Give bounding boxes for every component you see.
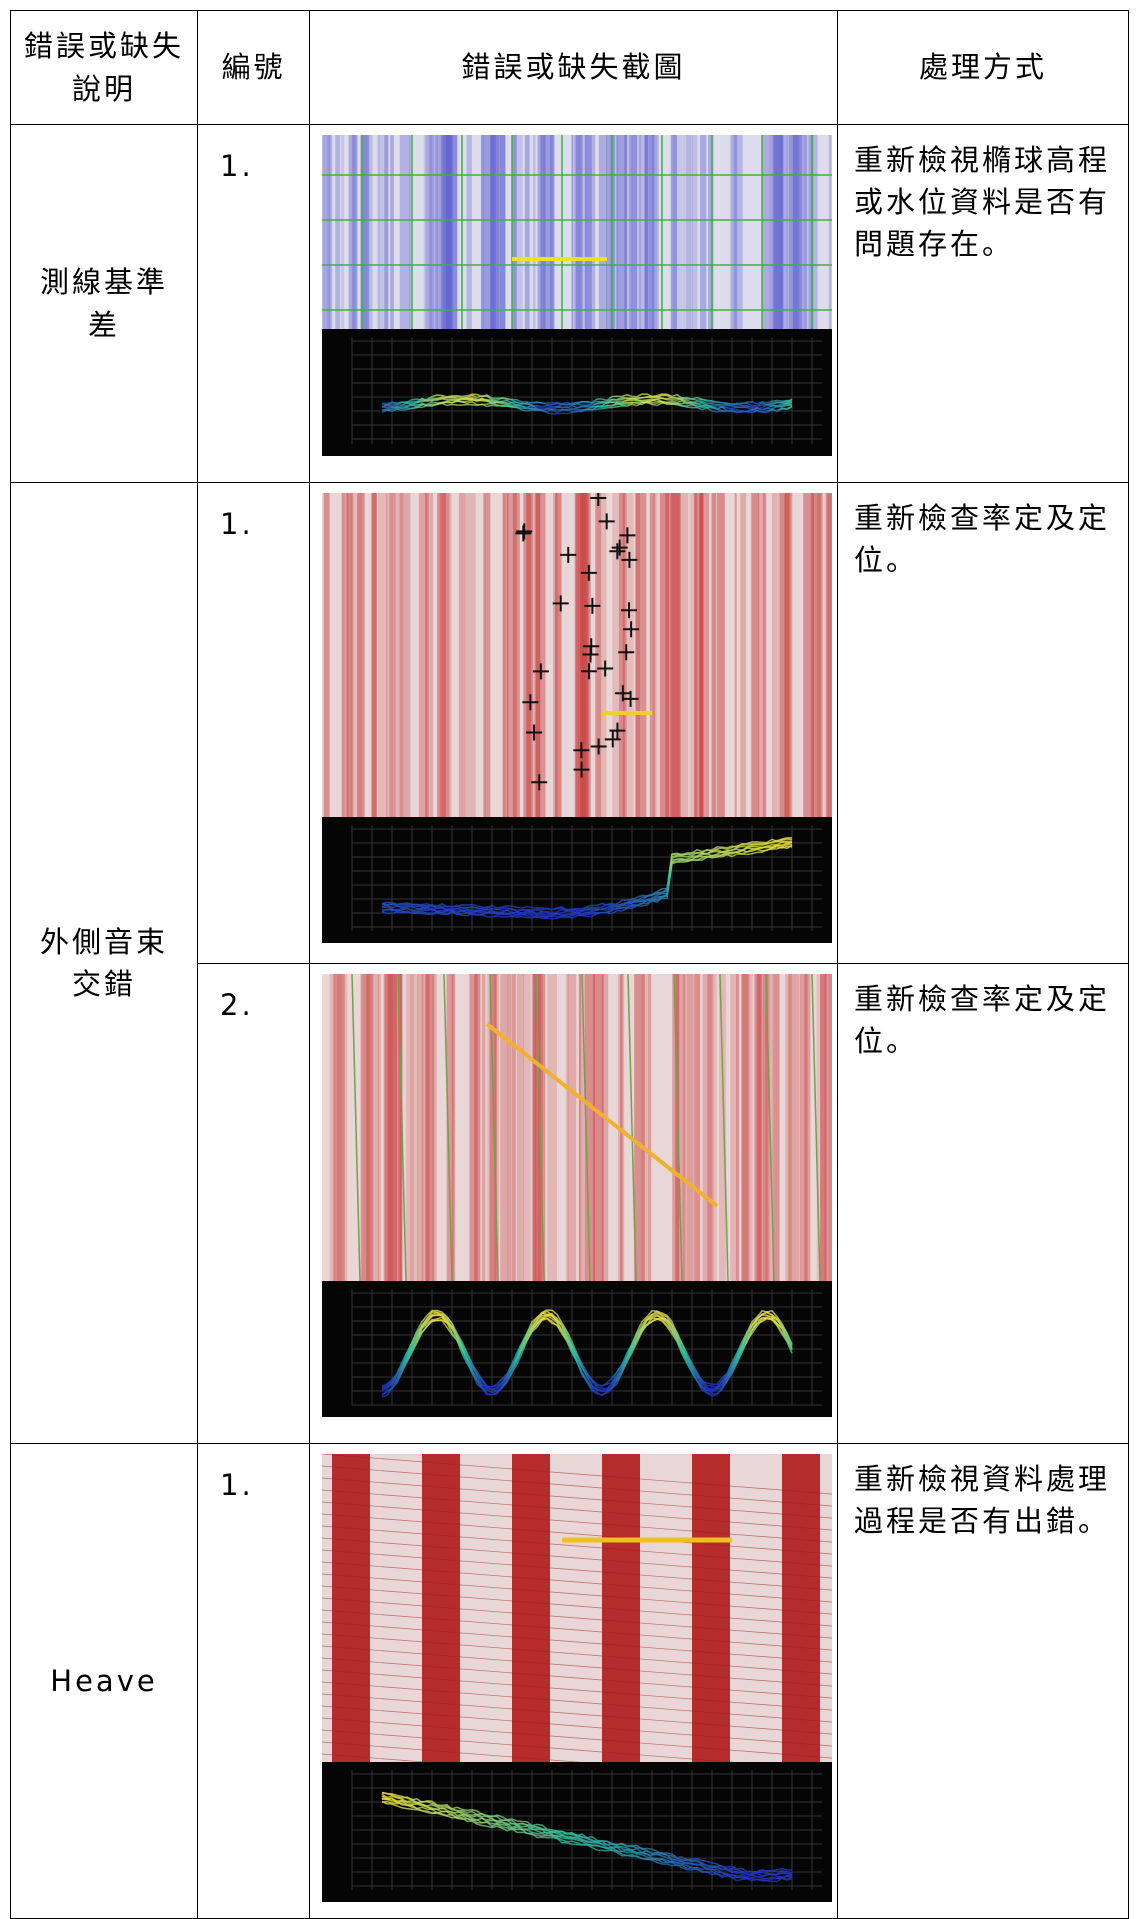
table-body: 測線基準差 1. 重新檢視橢球高程或水位資料是否有問題存在。 外側音束交錯 1. 重新檢查… <box>10 124 1129 1919</box>
table-row: 2. 重新檢查率定及定位。 <box>11 963 1129 1444</box>
description-cell: Heave <box>10 1443 198 1919</box>
description-cell: 外側音束交錯 <box>10 482 198 1444</box>
header-cell: 錯誤或缺失說明 <box>10 10 198 125</box>
screenshot-cell <box>309 963 838 1444</box>
number-cell: 1. <box>197 1443 310 1919</box>
action-cell: 重新檢視資料處理過程是否有出錯。 <box>837 1443 1129 1919</box>
screenshot-cell <box>309 1443 838 1919</box>
table-row: 測線基準差 1. 重新檢視橢球高程或水位資料是否有問題存在。 <box>10 124 1129 483</box>
description-cell: 測線基準差 <box>10 124 198 483</box>
screenshot-cell <box>309 124 838 483</box>
action-cell: 重新檢查率定及定位。 <box>837 482 1129 964</box>
screenshot <box>322 1762 837 1902</box>
header-cell: 錯誤或缺失截圖 <box>309 10 838 125</box>
table-row: Heave 1. 重新檢視資料處理過程是否有出錯。 <box>10 1443 1129 1919</box>
header-row: 錯誤或缺失說明 編號 錯誤或缺失截圖 處理方式 <box>10 10 1129 125</box>
header-cell: 編號 <box>197 10 310 125</box>
error-table: 錯誤或缺失說明 編號 錯誤或缺失截圖 處理方式 測線基準差 1. 重新檢視橢球高程或水位資… <box>10 10 1129 1919</box>
screenshot <box>321 1453 837 1795</box>
number-cell: 1. <box>197 124 310 483</box>
number-cell: 2. <box>197 963 310 1444</box>
action-cell: 重新檢查率定及定位。 <box>837 963 1129 1444</box>
header-cell: 處理方式 <box>837 10 1129 125</box>
number-cell: 1. <box>197 482 310 964</box>
screenshot <box>322 135 837 329</box>
screenshot <box>322 329 837 456</box>
screenshot <box>322 817 837 943</box>
screenshot-cell <box>309 482 838 964</box>
screenshot <box>322 489 837 817</box>
action-cell: 重新檢視橢球高程或水位資料是否有問題存在。 <box>837 124 1129 483</box>
table-row: 外側音束交錯 1. 重新檢查率定及定位。 <box>10 482 1129 1444</box>
screenshot <box>322 973 837 1282</box>
screenshot <box>322 1281 837 1417</box>
